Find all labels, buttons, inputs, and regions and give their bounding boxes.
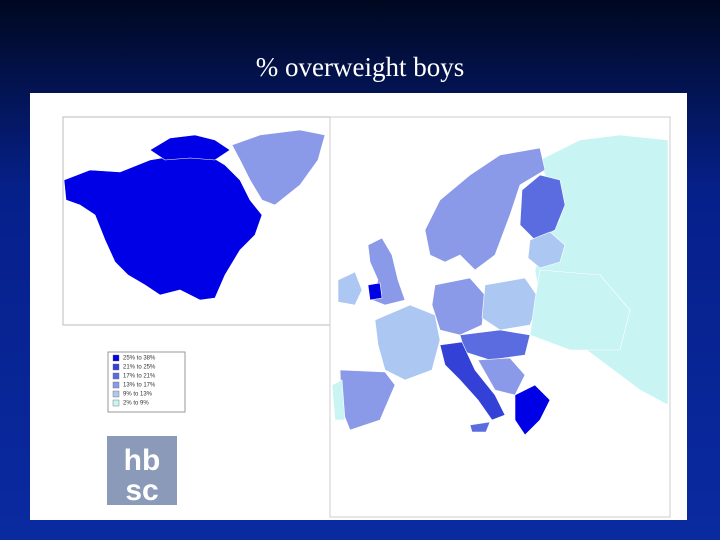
finland <box>519 174 566 241</box>
belarus-ukraine <box>529 269 631 351</box>
portugal-area <box>331 379 346 421</box>
legend-label: 9% to 13% <box>123 392 153 398</box>
legend-box <box>107 351 186 413</box>
logo-text: hb <box>124 444 161 477</box>
legend: 25% to 38% 21% to 25% 17% to 21% 13% to 17%… <box>112 354 156 407</box>
legend-swatch <box>112 372 120 380</box>
baltics <box>527 231 566 269</box>
logo-box <box>107 436 177 505</box>
wales <box>367 282 383 301</box>
balkans <box>477 357 526 396</box>
legend-swatch <box>112 354 120 362</box>
poland <box>481 277 541 331</box>
ireland <box>337 271 363 306</box>
arctic-islands <box>149 134 231 161</box>
logo-text: sc <box>125 474 158 507</box>
europe-frame <box>329 116 671 518</box>
legend-label: 17% to 21% <box>123 374 156 380</box>
legend-swatch <box>112 363 120 371</box>
legend-label: 25% to 38% <box>123 356 156 362</box>
legend-swatch <box>112 381 120 389</box>
legend-label: 2% to 9% <box>123 401 149 407</box>
germany <box>431 277 486 336</box>
slide-title: % overweight boys <box>256 52 464 82</box>
greenland <box>231 129 326 206</box>
legend-swatch <box>112 390 120 398</box>
greece <box>514 384 551 436</box>
legend-label: 13% to 17% <box>123 383 156 389</box>
legend-label: 21% to 25% <box>123 365 156 371</box>
scandinavia <box>424 147 546 271</box>
sicily <box>469 421 491 433</box>
france <box>374 304 441 381</box>
italy <box>439 341 506 421</box>
legend-swatch <box>112 399 120 407</box>
map-regions <box>63 129 669 436</box>
